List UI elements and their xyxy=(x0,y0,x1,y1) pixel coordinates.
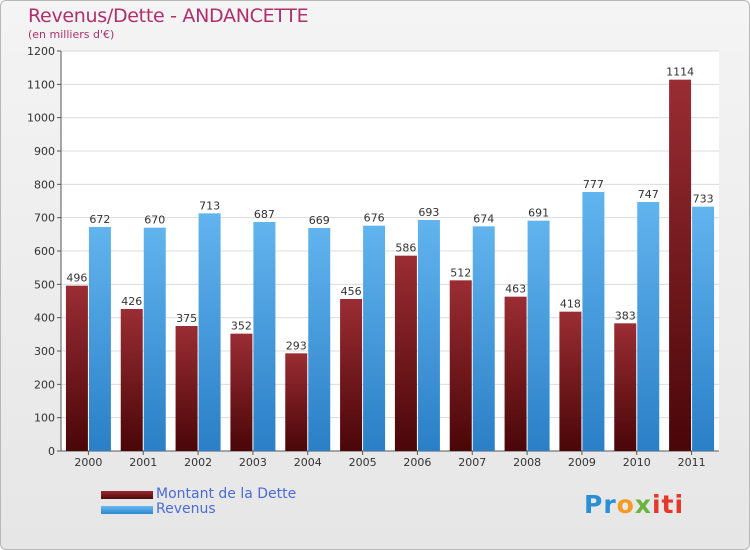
x-tick-label: 2007 xyxy=(458,456,486,469)
y-tick-label: 300 xyxy=(34,345,55,358)
y-tick-label: 800 xyxy=(34,178,55,191)
data-label-debt: 383 xyxy=(615,309,636,322)
y-tick-label: 1200 xyxy=(27,45,55,58)
data-label-revenue: 676 xyxy=(364,212,385,225)
legend-item-revenue: Revenus xyxy=(101,502,296,517)
bar-debt xyxy=(175,326,198,451)
y-tick-label: 900 xyxy=(34,145,55,158)
data-label-debt: 512 xyxy=(450,266,471,279)
bar-revenue xyxy=(472,226,495,451)
y-tick-label: 500 xyxy=(34,278,55,291)
bar-revenue xyxy=(417,220,440,451)
bar-debt xyxy=(65,285,88,451)
y-tick-label: 600 xyxy=(34,245,55,258)
data-label-debt: 463 xyxy=(505,283,526,296)
data-label-debt: 496 xyxy=(66,272,87,285)
data-label-revenue: 687 xyxy=(254,208,275,221)
y-tick-label: 0 xyxy=(48,445,55,458)
bar-revenue xyxy=(88,227,111,451)
chart-subtitle: (en milliers d'€) xyxy=(28,28,115,41)
bar-debt xyxy=(504,296,527,451)
bar-revenue xyxy=(253,222,276,451)
x-tick-label: 2000 xyxy=(74,456,102,469)
y-tick-label: 200 xyxy=(34,378,55,391)
bar-revenue xyxy=(582,192,605,451)
data-label-revenue: 747 xyxy=(638,188,659,201)
data-label-revenue: 669 xyxy=(309,214,330,227)
bar-debt xyxy=(669,79,692,452)
bar-debt xyxy=(559,311,582,451)
legend: Montant de la Dette Revenus xyxy=(101,487,296,517)
bar-revenue xyxy=(527,220,550,451)
x-tick-label: 2004 xyxy=(294,456,322,469)
bar-revenue xyxy=(198,213,221,451)
bar-revenue xyxy=(308,228,331,451)
y-tick-label: 700 xyxy=(34,212,55,225)
data-label-debt: 586 xyxy=(395,242,416,255)
bar-debt xyxy=(394,255,417,451)
chart-title: Revenus/Dette - ANDANCETTE xyxy=(28,5,309,27)
data-label-debt: 426 xyxy=(121,295,142,308)
x-tick-label: 2008 xyxy=(513,456,541,469)
legend-label-debt: Montant de la Dette xyxy=(156,486,297,502)
bar-chart: 0 100 200 300 400 500 600 700 800 900 1000 1100 1200… xyxy=(27,45,719,469)
x-tick-label: 2006 xyxy=(403,456,431,469)
x-tick-label: 2010 xyxy=(623,456,651,469)
bar-revenue xyxy=(143,227,166,451)
legend-swatch-debt xyxy=(101,490,153,499)
data-label-revenue: 674 xyxy=(473,212,494,225)
bar-debt xyxy=(120,309,143,451)
bar-revenue xyxy=(692,206,715,451)
x-tick-label: 2002 xyxy=(184,456,212,469)
bar-debt xyxy=(285,353,308,451)
bar-revenue xyxy=(637,202,660,451)
data-label-revenue: 670 xyxy=(144,214,165,227)
data-label-debt: 1114 xyxy=(666,66,694,79)
legend-swatch-revenue xyxy=(101,505,153,514)
y-tick-label: 1100 xyxy=(27,78,55,91)
data-label-revenue: 713 xyxy=(199,199,220,212)
legend-item-debt: Montant de la Dette xyxy=(101,487,296,502)
y-tick-label: 400 xyxy=(34,312,55,325)
proxiti-logo: Proxiti xyxy=(584,490,685,519)
legend-label-revenue: Revenus xyxy=(156,501,216,517)
x-tick-label: 2005 xyxy=(349,456,377,469)
data-label-debt: 418 xyxy=(560,298,581,311)
y-tick-label: 100 xyxy=(34,412,55,425)
bar-debt xyxy=(340,299,363,451)
data-label-debt: 293 xyxy=(286,339,307,352)
bar-debt xyxy=(230,333,253,451)
data-label-revenue: 777 xyxy=(583,178,604,191)
data-label-debt: 352 xyxy=(231,320,252,333)
x-tick-label: 2009 xyxy=(568,456,596,469)
data-label-revenue: 691 xyxy=(528,207,549,220)
x-tick-label: 2003 xyxy=(239,456,267,469)
data-label-debt: 375 xyxy=(176,312,197,325)
y-tick-label: 1000 xyxy=(27,112,55,125)
data-label-debt: 456 xyxy=(341,285,362,298)
bar-debt xyxy=(449,280,472,451)
data-label-revenue: 693 xyxy=(418,206,439,219)
bar-debt xyxy=(614,323,637,451)
data-label-revenue: 672 xyxy=(89,213,110,226)
x-tick-label: 2001 xyxy=(129,456,157,469)
bar-revenue xyxy=(363,225,386,451)
data-label-revenue: 733 xyxy=(693,193,714,206)
x-tick-label: 2011 xyxy=(678,456,706,469)
